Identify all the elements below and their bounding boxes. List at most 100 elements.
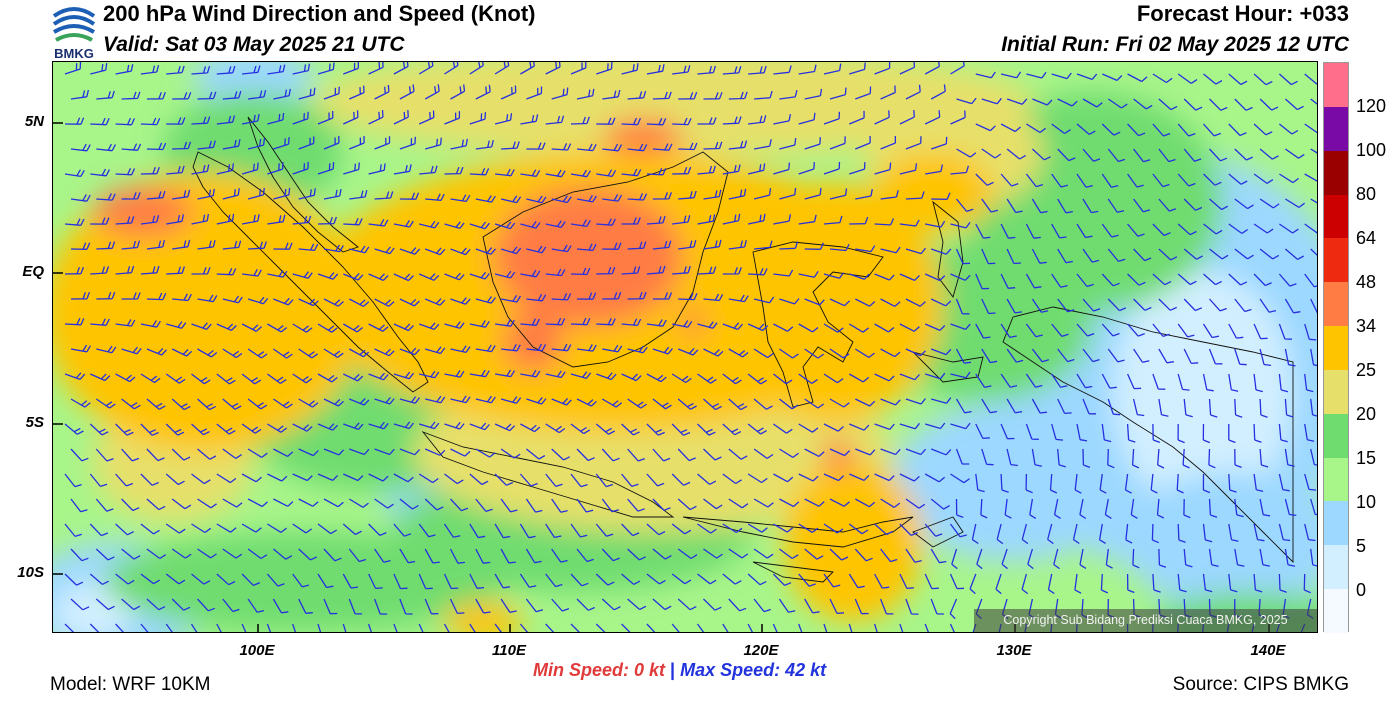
- wind-barb: [1107, 98, 1128, 109]
- wind-barb: [747, 373, 768, 385]
- wind-barb: [798, 162, 815, 175]
- wind-barb: [855, 298, 876, 307]
- wind-barb: [1152, 173, 1170, 188]
- wind-barb: [1127, 73, 1148, 83]
- wind-barb: [621, 473, 639, 488]
- wind-map[interactable]: [52, 61, 1318, 633]
- wind-barb: [166, 266, 186, 275]
- wind-barb: [348, 348, 370, 358]
- wind-barb: [595, 523, 614, 537]
- wind-barb: [1031, 148, 1051, 161]
- wind-barb: [343, 422, 364, 431]
- wind-barb: [96, 193, 116, 201]
- wind-barb: [1127, 373, 1142, 390]
- colorbar-segment: [1324, 150, 1348, 196]
- wind-barb: [323, 498, 344, 508]
- wind-barb: [779, 348, 799, 359]
- wind-barb: [728, 140, 748, 150]
- wind-barb: [849, 473, 870, 481]
- wind-barb: [191, 322, 212, 331]
- wind-barb: [1082, 98, 1103, 108]
- wind-barb: [950, 273, 971, 281]
- wind-barb: [292, 523, 313, 534]
- wind-barb: [1031, 198, 1048, 214]
- wind-barb: [475, 498, 493, 513]
- wind-barb: [1208, 448, 1216, 469]
- wind-barb: [1310, 198, 1317, 204]
- wind-barb: [779, 498, 800, 508]
- wind-barb: [798, 373, 818, 384]
- wind-barb: [393, 573, 408, 590]
- wind-barb: [652, 292, 673, 300]
- wind-barb: [621, 168, 642, 177]
- wind-barb: [899, 573, 914, 590]
- wind-barb: [703, 398, 722, 411]
- wind-barb: [96, 291, 116, 300]
- wind-barb: [1203, 223, 1223, 235]
- wind-barb: [1304, 223, 1317, 234]
- wind-barb: [703, 448, 722, 461]
- max-speed: Max Speed: 42 kt: [680, 660, 827, 680]
- wind-barb: [646, 573, 666, 585]
- wind-barb: [166, 117, 186, 125]
- wind-barb: [171, 398, 191, 411]
- wind-barb: [747, 423, 767, 435]
- wind-barb: [469, 422, 490, 431]
- wind-barb: [374, 136, 391, 150]
- wind-barb: [1310, 148, 1317, 154]
- wind-barb: [652, 143, 673, 151]
- wind-barb: [1284, 548, 1296, 567]
- wind-barb: [1253, 373, 1263, 393]
- wind-barb: [222, 348, 243, 359]
- wind-barb: [627, 241, 647, 250]
- wind-barbs: [64, 62, 1317, 632]
- wind-barb: [449, 598, 465, 615]
- wind-barb: [570, 523, 588, 538]
- wind-barb: [971, 523, 979, 545]
- wind-barb: [848, 323, 869, 333]
- wind-barb: [874, 323, 895, 333]
- wind-barb: [146, 498, 166, 511]
- wind-barb: [1098, 523, 1106, 544]
- wind-barb: [703, 189, 722, 200]
- wind-barb: [728, 498, 749, 509]
- wind-barb: [677, 398, 697, 410]
- wind-barb: [1279, 223, 1299, 234]
- wind-barb: [1152, 423, 1161, 444]
- wind-barb: [753, 139, 772, 150]
- wind-barb: [779, 241, 799, 250]
- wind-barb: [899, 523, 918, 536]
- wind-barb: [1228, 73, 1248, 86]
- wind-barb: [1101, 273, 1120, 287]
- wind-barb: [627, 548, 646, 561]
- wind-barb: [722, 267, 742, 275]
- wind-barb: [90, 63, 108, 75]
- wind-barb: [323, 298, 344, 307]
- wind-barb: [343, 373, 364, 382]
- wind-barb: [773, 162, 791, 175]
- wind-barb: [545, 62, 561, 75]
- wind-barb: [1000, 423, 1015, 440]
- wind-barb: [703, 239, 722, 250]
- wind-barb: [848, 373, 870, 383]
- wind-barb: [804, 498, 825, 507]
- wind-barb: [469, 320, 490, 328]
- wind-barb: [646, 64, 665, 75]
- wind-barb: [1082, 248, 1100, 263]
- wind-barb: [349, 397, 370, 406]
- wind-barb: [1006, 448, 1018, 467]
- wind-barb: [1253, 573, 1263, 593]
- wind-barb: [317, 323, 338, 333]
- wind-barb: [602, 344, 623, 353]
- wind-barb: [949, 523, 967, 538]
- wind-barb: [191, 66, 211, 75]
- wind-barb: [1127, 273, 1146, 286]
- wind-barb: [773, 323, 794, 332]
- wind-barb: [1278, 523, 1291, 542]
- wind-barb: [950, 62, 965, 75]
- wind-barb: [772, 573, 792, 586]
- wind-barb: [399, 298, 420, 307]
- wind-barb: [621, 318, 642, 327]
- wind-barb: [443, 523, 461, 538]
- wind-barb: [570, 623, 589, 632]
